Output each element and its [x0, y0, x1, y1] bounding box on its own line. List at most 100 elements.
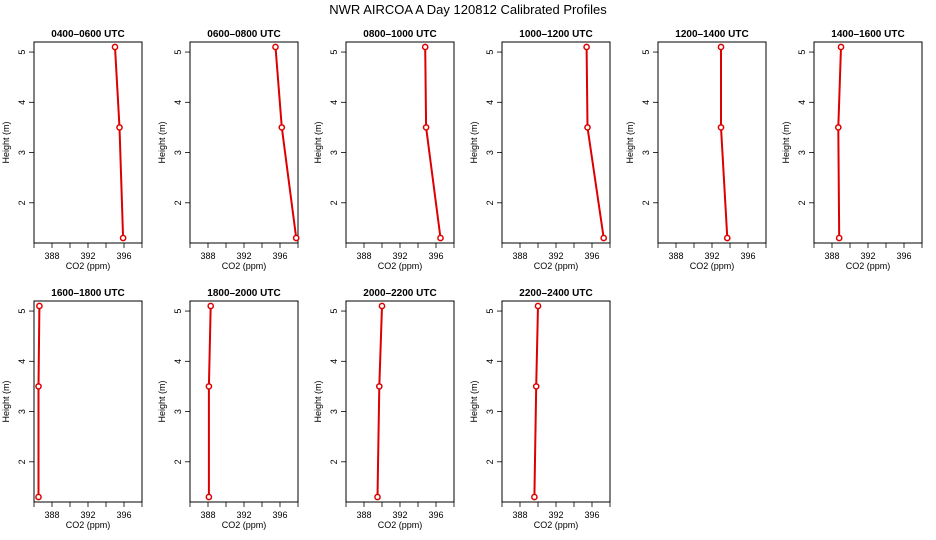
plot-frame — [33, 41, 143, 244]
profile-point — [835, 234, 843, 242]
y-tick-label: 3 — [485, 409, 495, 414]
y-axis-label: Height (m) — [313, 121, 323, 163]
profile-point — [205, 383, 213, 390]
plot-frame — [189, 300, 299, 503]
y-tick-label: 3 — [329, 150, 339, 155]
plot-frame — [33, 300, 143, 503]
profile-point — [723, 234, 731, 242]
x-axis-label: CO2 (ppm) — [66, 261, 111, 271]
profile-point — [421, 43, 429, 51]
x-tick-label: 388 — [44, 251, 59, 261]
x-tick-label: 388 — [512, 510, 527, 520]
profile-line — [533, 305, 539, 498]
profile-point — [116, 124, 123, 131]
x-tick-label: 392 — [704, 251, 719, 261]
profile-line — [585, 46, 605, 239]
chart-panel-7: 1600–1800 UTC 388 392 396 CO2 (ppm) 2 3 4 5 Heigh… — [1, 288, 143, 530]
profile-point — [272, 43, 279, 51]
y-tick-label: 3 — [17, 409, 27, 414]
profile-point — [35, 493, 42, 501]
chart-panel-2: 0600–0800 UTC 388 392 396 CO2 (ppm) 2 3 4 5 Heigh… — [157, 29, 300, 271]
plot-frame — [813, 41, 923, 244]
y-tick-label: 5 — [17, 50, 27, 55]
y-tick-label: 5 — [485, 50, 495, 55]
y-axis-label: Height (m) — [157, 380, 167, 422]
y-tick-label: 2 — [329, 200, 339, 205]
y-tick-label: 2 — [485, 200, 495, 205]
y-tick-label: 5 — [173, 309, 183, 314]
y-tick-label: 4 — [173, 359, 183, 364]
chart-panel-6: 1400–1600 UTC 388 392 396 CO2 (ppm) 2 3 4 5 Heigh… — [781, 29, 923, 271]
chart-title: 0800–1000 UTC — [363, 29, 436, 40]
plot-frame — [501, 41, 611, 244]
x-tick-label: 392 — [80, 510, 95, 520]
y-axis-label: Height (m) — [1, 121, 11, 163]
chart-panel-9: 2000–2200 UTC 388 392 396 CO2 (ppm) 2 3 4 5 Heigh… — [313, 288, 455, 530]
chart-title: 0400–0600 UTC — [51, 29, 124, 40]
y-axis-label: Height (m) — [1, 380, 11, 422]
y-tick-label: 2 — [329, 459, 339, 464]
y-tick-label: 2 — [173, 200, 183, 205]
y-tick-label: 4 — [797, 100, 807, 105]
profile-line — [37, 305, 41, 497]
y-tick-label: 5 — [329, 50, 339, 55]
x-tick-label: 396 — [116, 510, 131, 520]
y-tick-label: 5 — [797, 50, 807, 55]
profile-point — [374, 493, 381, 501]
y-tick-label: 3 — [17, 150, 27, 155]
chart-panel-1: 0400–0600 UTC 388 392 396 CO2 (ppm) 2 3 4 5 Heigh… — [1, 29, 143, 271]
x-tick-label: 388 — [356, 251, 371, 261]
y-tick-label: 2 — [485, 459, 495, 464]
y-tick-label: 3 — [329, 409, 339, 414]
profile-point — [36, 302, 43, 310]
x-tick-label: 396 — [272, 510, 287, 520]
x-axis-label: CO2 (ppm) — [534, 520, 579, 530]
x-tick-label: 396 — [584, 251, 599, 261]
y-tick-label: 4 — [329, 359, 339, 364]
x-tick-label: 392 — [860, 251, 875, 261]
y-axis-label: Height (m) — [469, 380, 479, 422]
chart-title: 1400–1600 UTC — [831, 29, 904, 40]
y-tick-label: 5 — [641, 50, 651, 55]
profile-point — [205, 493, 213, 501]
profile-point — [717, 124, 725, 131]
profile-point — [35, 383, 42, 390]
chart-title: 1000–1200 UTC — [519, 29, 592, 40]
x-tick-label: 396 — [584, 510, 599, 520]
profile-point — [531, 493, 538, 501]
profile-point — [532, 383, 540, 390]
x-tick-label: 388 — [824, 251, 839, 261]
profile-point — [378, 302, 386, 310]
y-tick-label: 4 — [641, 100, 651, 105]
y-tick-label: 4 — [17, 100, 27, 105]
profile-point — [119, 234, 127, 242]
plot-frame — [501, 300, 611, 503]
profile-line — [424, 46, 442, 239]
y-axis-label: Height (m) — [625, 121, 635, 163]
x-tick-label: 388 — [200, 510, 215, 520]
y-tick-label: 5 — [17, 309, 27, 314]
profile-point — [584, 124, 591, 131]
y-tick-label: 2 — [17, 459, 27, 464]
x-axis-label: CO2 (ppm) — [378, 261, 423, 271]
x-axis-label: CO2 (ppm) — [690, 261, 735, 271]
y-tick-label: 4 — [17, 359, 27, 364]
x-tick-label: 392 — [548, 251, 563, 261]
profile-point — [422, 124, 430, 131]
chart-title: 2000–2200 UTC — [363, 288, 436, 299]
chart-panel-5: 1200–1400 UTC 388 392 396 CO2 (ppm) 2 3 4 5 Heigh… — [625, 29, 767, 271]
profile-point — [717, 43, 725, 51]
y-tick-label: 2 — [797, 200, 807, 205]
x-tick-label: 392 — [236, 251, 251, 261]
profile-point — [437, 234, 444, 242]
x-tick-label: 396 — [896, 251, 911, 261]
y-tick-label: 4 — [485, 359, 495, 364]
plot-frame — [189, 41, 299, 244]
profile-point — [600, 234, 608, 242]
y-tick-label: 4 — [329, 100, 339, 105]
y-tick-label: 5 — [485, 309, 495, 314]
profile-line — [376, 305, 383, 498]
profile-point — [375, 383, 383, 390]
plot-frame — [345, 300, 455, 503]
y-axis-label: Height (m) — [781, 121, 791, 163]
